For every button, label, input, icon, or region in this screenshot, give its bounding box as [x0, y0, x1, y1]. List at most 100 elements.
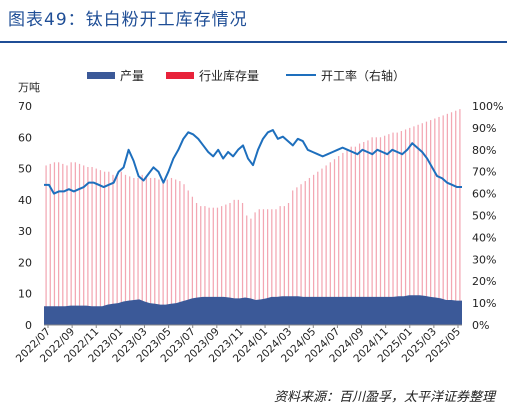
y-right-tick-label: 40% — [472, 231, 496, 244]
y-left-axis: 0 10 20 30 40 50 60 70 — [18, 100, 32, 332]
inventory-bar — [409, 127, 411, 326]
inventory-bar — [404, 129, 407, 325]
inventory-bar — [371, 137, 373, 325]
y-unit-label: 万吨 — [18, 81, 40, 94]
inventory-bar — [375, 137, 377, 325]
inventory-bar — [363, 141, 365, 325]
inventory-bar — [120, 171, 122, 325]
y-right-tick-label: 60% — [472, 188, 496, 201]
inventory-bar — [304, 181, 306, 325]
inventory-bar — [430, 120, 432, 325]
y-right-tick-label: 10% — [472, 297, 496, 310]
y-left-tick-label: 60 — [18, 131, 32, 144]
inventory-bar — [317, 171, 319, 325]
inventory-bar — [267, 209, 269, 325]
inventory-bar — [455, 110, 457, 325]
inventory-bar — [233, 199, 235, 325]
inventory-bar — [388, 134, 390, 325]
inventory-bar — [129, 176, 131, 325]
inventory-bars — [45, 109, 461, 326]
inventory-bar — [83, 165, 85, 325]
inventory-bar — [212, 207, 214, 325]
y-right-tick-label: 0% — [472, 319, 489, 332]
y-left-tick-label: 20 — [18, 256, 32, 269]
inventory-bar — [183, 184, 185, 325]
inventory-bar — [221, 206, 223, 325]
inventory-bar — [229, 202, 231, 325]
inventory-bar — [141, 174, 143, 325]
inventory-bar — [450, 112, 453, 325]
inventory-bar — [87, 167, 89, 325]
inventory-bar — [254, 212, 256, 325]
inventory-bar — [74, 162, 76, 325]
y-left-tick-label: 10 — [18, 288, 32, 301]
inventory-bar — [346, 149, 348, 325]
inventory-bar — [187, 190, 189, 325]
inventory-bar — [241, 202, 244, 325]
legend-swatch-production — [87, 72, 115, 79]
title-divider — [0, 41, 507, 43]
inventory-bar — [258, 209, 260, 325]
inventory-bar — [145, 176, 148, 325]
inventory-bar — [296, 187, 298, 325]
inventory-bar — [396, 132, 398, 325]
inventory-bar — [367, 140, 369, 325]
inventory-bar — [225, 204, 227, 325]
inventory-bar — [216, 207, 219, 325]
inventory-bar — [158, 179, 160, 325]
inventory-bar — [358, 143, 361, 325]
legend: 产量 行业库存量 开工率（右轴） — [87, 68, 405, 83]
inventory-bar — [446, 113, 448, 325]
inventory-bar — [195, 202, 198, 325]
inventory-bar — [438, 116, 440, 325]
inventory-bar — [103, 171, 106, 325]
inventory-bar — [379, 137, 382, 325]
y-left-tick-label: 40 — [18, 194, 32, 207]
inventory-bar — [246, 215, 248, 325]
inventory-bar — [49, 163, 51, 325]
inventory-bar — [170, 177, 173, 325]
inventory-bar — [91, 167, 93, 325]
inventory-bar — [421, 123, 423, 326]
x-axis: 2022/072022/092022/112023/012023/032023/… — [14, 325, 463, 365]
inventory-bar — [350, 146, 352, 325]
inventory-bar — [338, 156, 340, 325]
y-right-tick-label: 90% — [472, 122, 496, 135]
source-note: 资料来源：百川盈孚，太平洋证券整理 — [273, 390, 495, 405]
y-right-tick-label: 100% — [472, 100, 503, 113]
inventory-bar — [95, 168, 97, 325]
chart-title: 图表49：钛白粉开工库存情况 — [8, 10, 248, 30]
inventory-bar — [287, 202, 290, 325]
y-left-tick-label: 70 — [18, 100, 32, 113]
y-right-tick-label: 30% — [472, 253, 496, 266]
inventory-bar — [116, 173, 118, 325]
inventory-bar — [166, 179, 168, 325]
inventory-bar — [108, 171, 110, 325]
inventory-bar — [392, 132, 394, 325]
legend-label-utilization: 开工率（右轴） — [321, 68, 405, 83]
inventory-bar — [262, 209, 265, 325]
inventory-bar — [162, 181, 164, 325]
inventory-bar — [154, 177, 156, 325]
inventory-bar — [425, 121, 428, 325]
inventory-bar — [175, 179, 177, 325]
y-left-tick-label: 50 — [18, 163, 32, 176]
y-left-tick-label: 30 — [18, 225, 32, 238]
inventory-bar — [70, 162, 72, 325]
inventory-bar — [237, 199, 239, 325]
inventory-bar — [204, 206, 206, 325]
inventory-bar — [279, 206, 281, 325]
inventory-bar — [78, 163, 81, 325]
inventory-bar — [66, 165, 68, 325]
utilization-line — [44, 129, 462, 195]
inventory-bar — [321, 168, 323, 325]
inventory-bar — [179, 181, 181, 325]
inventory-bar — [45, 165, 47, 325]
inventory-bar — [112, 174, 114, 325]
inventory-bar — [459, 109, 461, 325]
inventory-bar — [329, 162, 331, 325]
y-right-axis: 0% 10% 20% 30% 40% 50% 60% 70% 80% 90% 100% — [472, 100, 503, 332]
y-right-tick-label: 20% — [472, 275, 496, 288]
inventory-bar — [434, 118, 436, 325]
inventory-bar — [124, 174, 127, 325]
